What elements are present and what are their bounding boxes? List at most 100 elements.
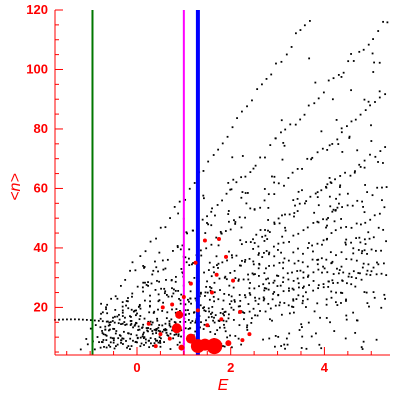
data-point: [244, 216, 246, 219]
data-point: [256, 88, 259, 91]
data-point: [214, 333, 216, 335]
data-point: [330, 296, 333, 299]
data-point: [261, 235, 264, 238]
data-point: [340, 226, 342, 229]
data-point: [321, 147, 324, 150]
data-point: [141, 327, 143, 329]
data-point: [306, 298, 309, 301]
data-point: [113, 328, 116, 330]
data-point: [135, 340, 137, 343]
data-point: [382, 262, 385, 265]
data-point: [155, 332, 158, 334]
data-point: [361, 266, 364, 269]
data-point: [385, 274, 388, 277]
data-point: [166, 334, 169, 337]
data-point: [337, 272, 340, 275]
data-point: [287, 278, 290, 281]
data-point: [348, 272, 351, 275]
data-point: [250, 317, 253, 320]
data-point: [274, 335, 277, 337]
data-point: [120, 339, 122, 342]
data-point: [244, 192, 247, 194]
data-point: [362, 205, 364, 208]
data-point: [218, 277, 221, 280]
data-point: [207, 269, 210, 271]
data-point: [142, 281, 145, 284]
data-point: [184, 327, 187, 330]
data-point: [214, 314, 217, 317]
data-point: [225, 320, 228, 323]
data-point: [326, 149, 329, 151]
data-point: [345, 226, 348, 228]
data-point: [290, 46, 293, 48]
data-point: [241, 155, 244, 157]
red-marker: [216, 237, 221, 242]
data-point: [348, 135, 351, 138]
data-point: [325, 226, 327, 229]
data-point: [239, 305, 241, 308]
data-point: [135, 314, 137, 317]
data-point: [190, 302, 192, 305]
data-point: [307, 321, 310, 324]
data-point: [322, 283, 325, 285]
data-point: [114, 295, 117, 298]
data-point: [333, 220, 336, 223]
data-point: [238, 264, 241, 267]
data-point: [332, 77, 335, 80]
data-point: [253, 208, 256, 211]
data-point: [254, 273, 256, 276]
data-point: [105, 306, 107, 309]
data-point: [170, 279, 173, 281]
data-point: [189, 321, 192, 324]
data-point: [200, 254, 203, 257]
data-point: [125, 323, 128, 326]
data-point: [234, 221, 237, 223]
data-point: [132, 326, 134, 329]
data-point: [187, 319, 190, 321]
data-point: [111, 320, 114, 322]
data-point: [351, 204, 354, 207]
data-point: [129, 337, 132, 340]
data-point: [282, 141, 285, 144]
data-point: [150, 342, 152, 345]
data-point: [230, 188, 233, 191]
data-point: [334, 209, 337, 211]
data-point: [210, 224, 213, 227]
data-point: [287, 304, 290, 307]
data-point: [257, 245, 260, 248]
data-point: [360, 223, 362, 226]
data-point: [352, 252, 355, 255]
data-point: [322, 286, 325, 289]
data-point: [308, 284, 310, 287]
data-point: [352, 311, 355, 314]
data-point: [310, 158, 313, 161]
data-point: [173, 206, 176, 208]
data-point: [303, 24, 306, 27]
data-point: [121, 337, 124, 340]
data-point: [298, 202, 301, 205]
data-point: [277, 275, 280, 277]
data-point: [352, 270, 355, 273]
data-point: [139, 315, 142, 317]
data-point: [254, 314, 256, 317]
data-point: [355, 259, 358, 262]
data-point: [238, 294, 241, 296]
data-point: [121, 311, 124, 314]
data-point: [316, 151, 319, 154]
data-point: [223, 326, 226, 329]
x-tick-label: 0: [133, 360, 140, 375]
data-point: [354, 331, 357, 334]
data-point: [157, 341, 160, 344]
data-point: [199, 292, 202, 295]
data-point: [213, 300, 216, 303]
data-point: [360, 278, 363, 281]
data-point: [345, 298, 347, 301]
data-point: [333, 330, 336, 332]
data-point: [300, 347, 303, 349]
data-point: [367, 231, 370, 234]
data-point: [331, 279, 334, 282]
data-point: [322, 239, 325, 242]
data-point: [155, 339, 157, 342]
data-point: [320, 347, 323, 350]
data-point: [253, 242, 256, 244]
